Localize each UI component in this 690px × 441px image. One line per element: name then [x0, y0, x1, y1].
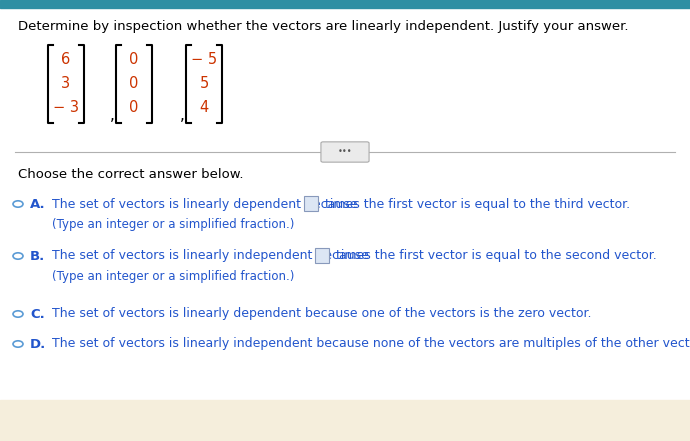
Text: ,: ,: [110, 108, 115, 123]
Text: The set of vectors is linearly independent because: The set of vectors is linearly independe…: [52, 250, 373, 262]
Text: Determine by inspection whether the vectors are linearly independent. Justify yo: Determine by inspection whether the vect…: [18, 20, 629, 33]
Text: 4: 4: [199, 101, 208, 116]
Text: (Type an integer or a simplified fraction.): (Type an integer or a simplified fractio…: [52, 270, 295, 283]
Text: The set of vectors is linearly dependent because: The set of vectors is linearly dependent…: [52, 198, 362, 210]
Text: The set of vectors is linearly independent because none of the vectors are multi: The set of vectors is linearly independe…: [52, 337, 690, 351]
Text: B.: B.: [30, 250, 46, 262]
Text: 6: 6: [61, 52, 70, 67]
Text: 5: 5: [199, 76, 208, 91]
Text: •••: •••: [337, 147, 353, 157]
Text: times the first vector is equal to the second vector.: times the first vector is equal to the s…: [332, 250, 656, 262]
Bar: [0, 0, 690, 8]
Text: times the first vector is equal to the third vector.: times the first vector is equal to the t…: [322, 198, 631, 210]
Circle shape: [13, 201, 23, 207]
Circle shape: [13, 311, 23, 317]
Text: (Type an integer or a simplified fraction.): (Type an integer or a simplified fractio…: [52, 218, 295, 231]
Text: 0: 0: [129, 76, 139, 91]
Text: 0: 0: [129, 101, 139, 116]
Circle shape: [13, 253, 23, 259]
Bar: [0, 400, 690, 441]
FancyBboxPatch shape: [304, 196, 318, 211]
Text: − 5: − 5: [191, 52, 217, 67]
Text: 3: 3: [61, 76, 70, 91]
Text: The set of vectors is linearly dependent because one of the vectors is the zero : The set of vectors is linearly dependent…: [52, 307, 591, 321]
FancyBboxPatch shape: [321, 142, 369, 162]
Text: A.: A.: [30, 198, 46, 210]
FancyBboxPatch shape: [315, 248, 328, 263]
Text: − 3: − 3: [53, 101, 79, 116]
Text: C.: C.: [30, 307, 45, 321]
Text: D.: D.: [30, 337, 46, 351]
Circle shape: [13, 341, 23, 347]
Text: Choose the correct answer below.: Choose the correct answer below.: [18, 168, 244, 181]
Text: ,: ,: [179, 108, 184, 123]
Text: 0: 0: [129, 52, 139, 67]
